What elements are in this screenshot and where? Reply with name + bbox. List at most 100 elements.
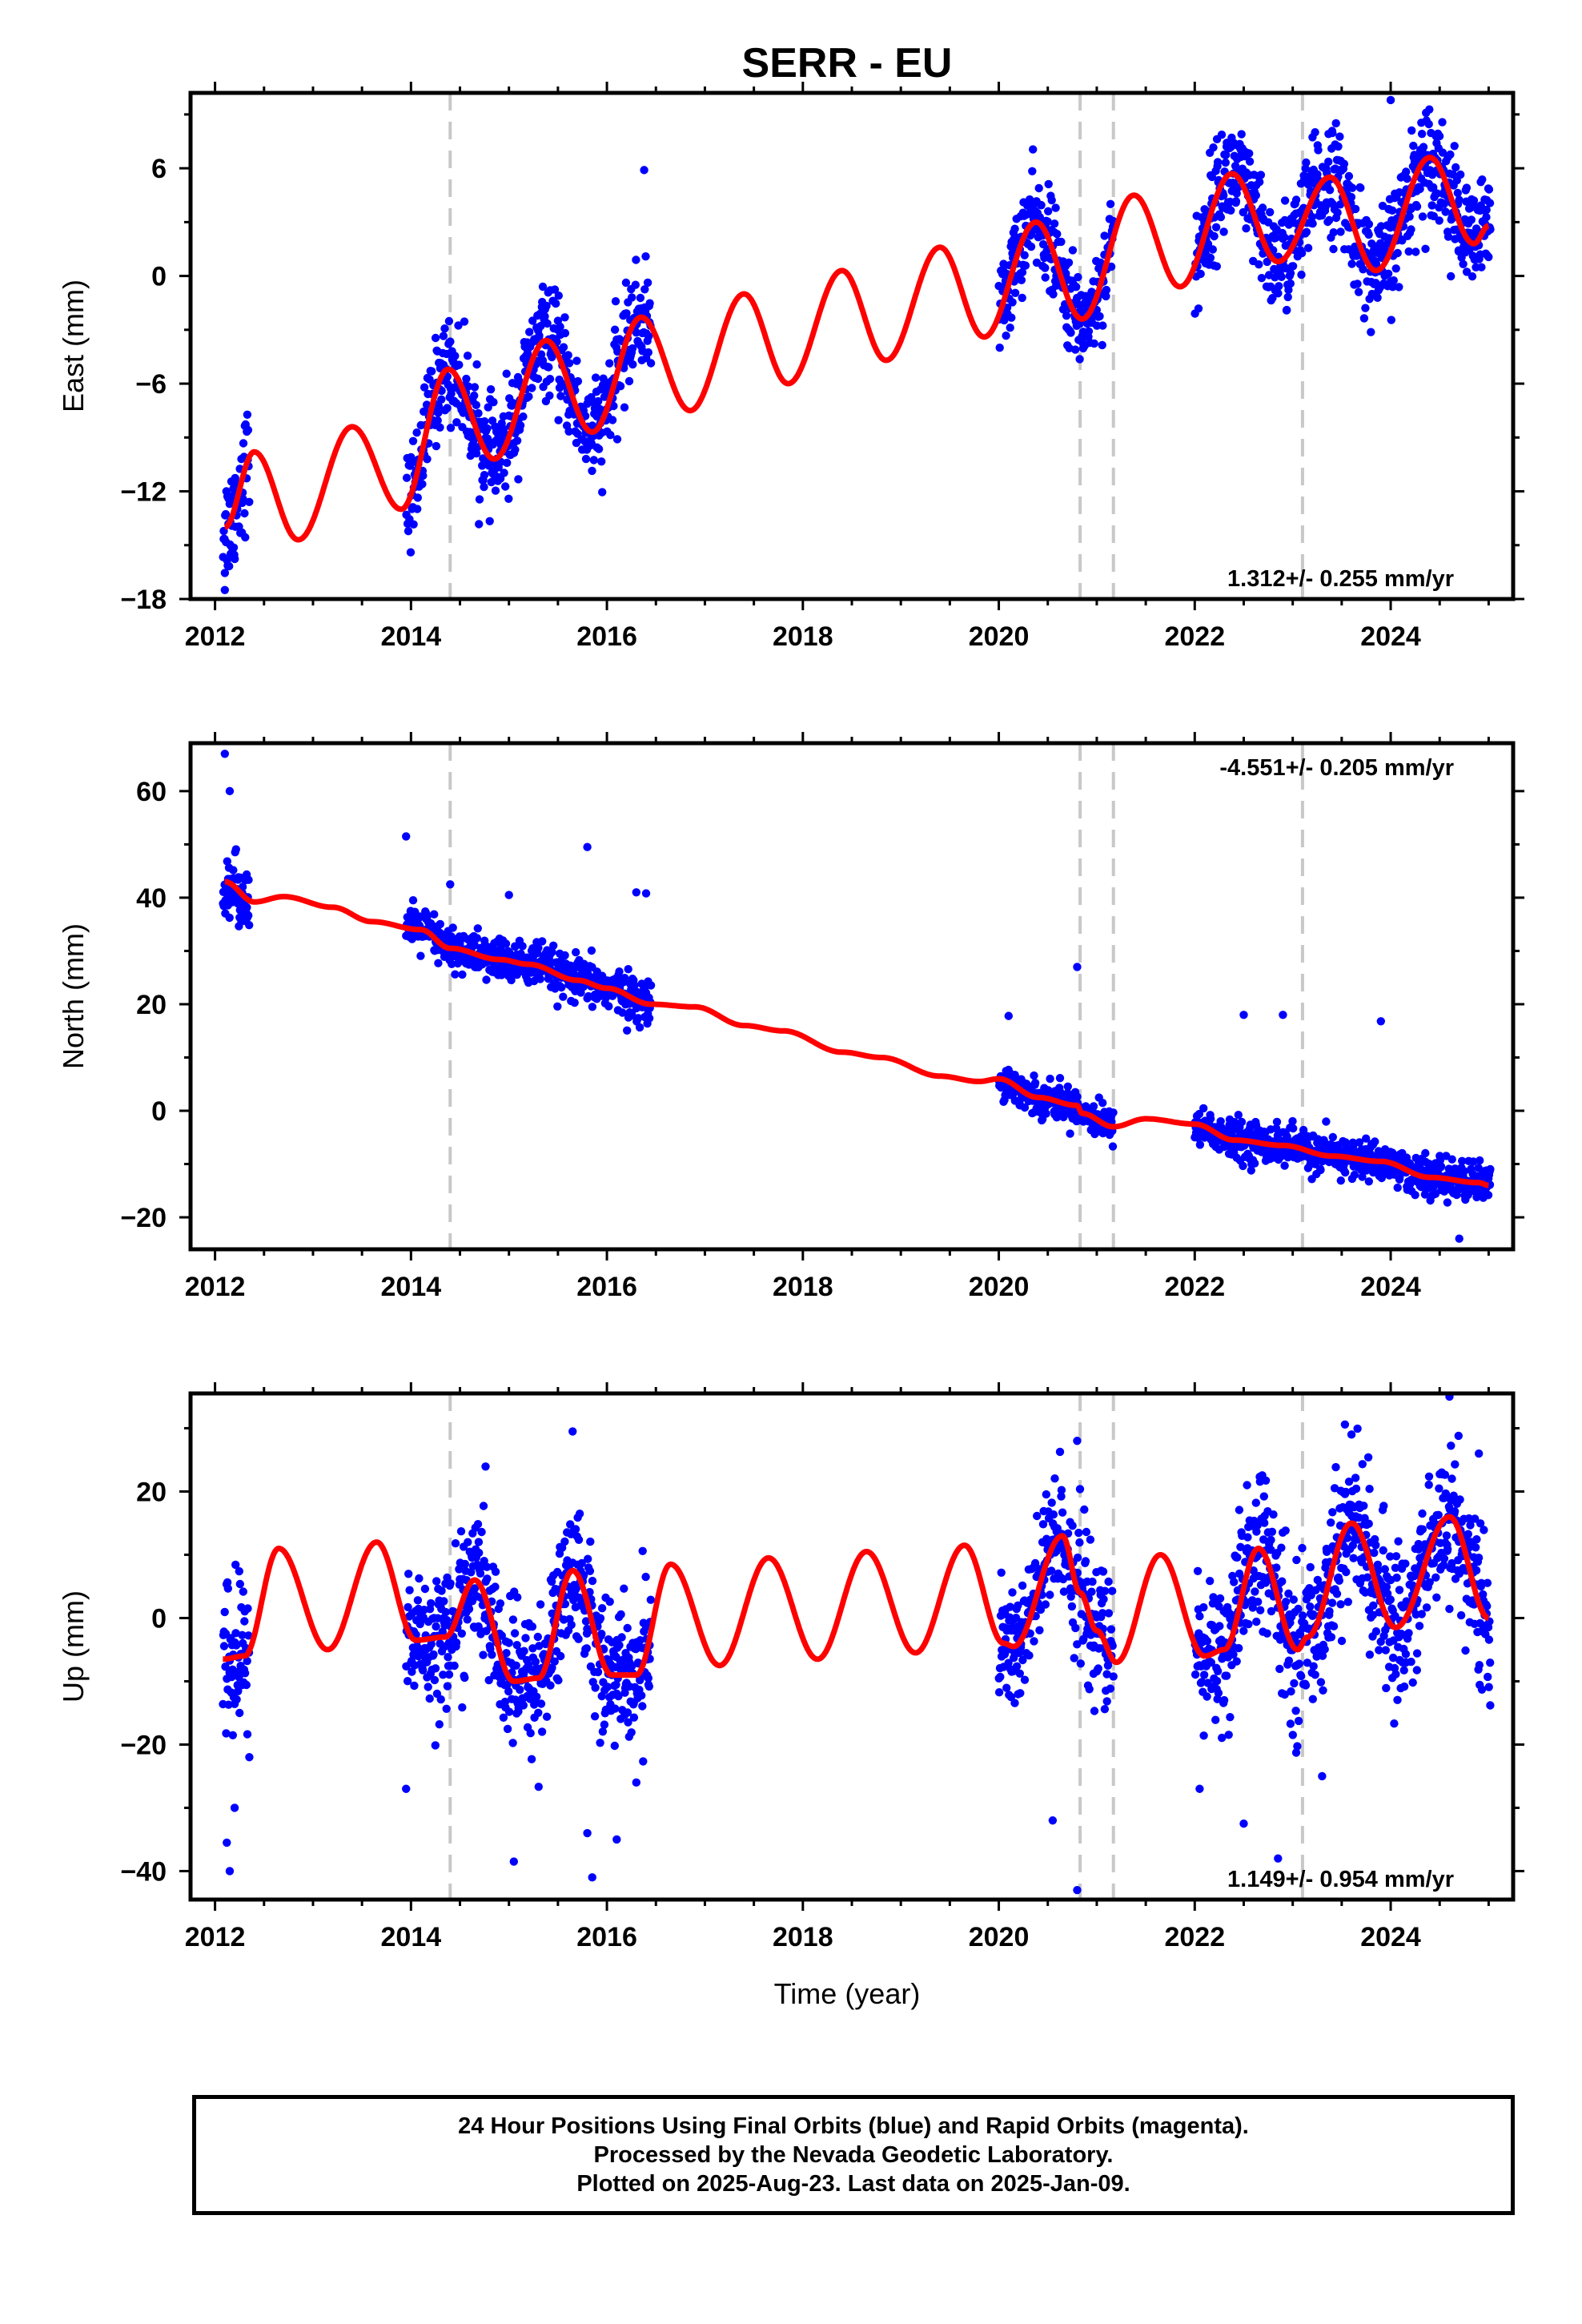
position-point <box>611 297 620 306</box>
position-point <box>243 1656 251 1666</box>
position-point <box>593 1667 603 1677</box>
position-point <box>1055 1074 1065 1083</box>
position-point <box>1244 1619 1253 1629</box>
position-point <box>1191 1670 1200 1679</box>
position-point <box>1383 269 1393 278</box>
position-point <box>480 482 488 492</box>
position-point <box>472 449 481 458</box>
position-point <box>1237 130 1246 139</box>
position-point <box>1429 183 1438 192</box>
position-point <box>1263 1629 1271 1638</box>
position-point <box>1289 1595 1299 1604</box>
position-point <box>431 1741 440 1750</box>
position-point <box>572 947 580 957</box>
position-point <box>1344 171 1354 181</box>
position-point <box>235 1708 244 1718</box>
position-point <box>243 1604 252 1613</box>
position-point <box>1257 274 1267 283</box>
position-point <box>627 1728 636 1737</box>
position-point <box>432 1577 441 1586</box>
position-point <box>1213 158 1223 167</box>
position-point <box>609 401 618 411</box>
chart-title: SERR - EU <box>742 40 953 86</box>
position-point <box>613 347 622 356</box>
position-point <box>1356 183 1365 192</box>
position-point <box>1206 1114 1215 1124</box>
position-point <box>1020 1103 1030 1112</box>
position-point <box>996 1672 1005 1682</box>
position-point <box>1359 1502 1368 1510</box>
position-point <box>507 975 516 985</box>
position-point <box>1303 243 1313 252</box>
y-axis-label: East (mm) <box>57 279 90 412</box>
position-point <box>1082 1527 1091 1537</box>
position-point <box>572 356 581 365</box>
position-point <box>497 1631 506 1640</box>
position-point <box>1445 1604 1454 1614</box>
position-point <box>1329 228 1338 237</box>
position-point <box>446 337 455 346</box>
position-point <box>1335 132 1344 141</box>
position-point <box>1058 1508 1067 1517</box>
position-point <box>1087 1587 1096 1596</box>
position-point <box>1393 1695 1402 1704</box>
position-point <box>1286 269 1295 278</box>
model-curve <box>223 155 1491 543</box>
position-point <box>536 1699 546 1708</box>
position-point <box>501 482 510 491</box>
position-point <box>452 1638 461 1647</box>
position-point <box>1318 1651 1327 1660</box>
position-point <box>480 471 489 480</box>
position-point <box>1443 1545 1452 1554</box>
position-point <box>1455 195 1464 204</box>
position-point <box>1336 1176 1346 1185</box>
position-point <box>1249 1566 1258 1575</box>
position-point <box>441 1607 450 1617</box>
position-point <box>1216 212 1226 222</box>
x-tick-label: 2022 <box>1164 1272 1225 1302</box>
outlier-point <box>1239 1011 1248 1019</box>
position-point <box>560 1537 569 1546</box>
position-point <box>420 383 429 392</box>
position-point <box>1365 1651 1375 1659</box>
position-point <box>620 1584 628 1593</box>
position-point <box>1425 1578 1434 1587</box>
position-point <box>1064 258 1074 267</box>
position-point <box>1446 150 1455 159</box>
position-point <box>228 1731 237 1739</box>
position-point <box>1425 105 1434 114</box>
position-point <box>1351 1474 1360 1482</box>
position-point <box>1391 1670 1400 1679</box>
position-point <box>644 1682 653 1691</box>
position-point <box>511 943 520 951</box>
position-point <box>1098 1099 1107 1108</box>
position-point <box>1242 224 1251 233</box>
position-point <box>516 1685 524 1695</box>
outlier-point <box>1455 1234 1464 1243</box>
position-point <box>1028 167 1037 175</box>
position-point <box>628 360 637 369</box>
position-point <box>533 374 543 384</box>
position-point <box>537 1727 547 1736</box>
position-point <box>422 400 432 409</box>
position-point <box>223 857 231 866</box>
position-point <box>1232 1657 1241 1666</box>
position-point <box>1469 1157 1478 1166</box>
position-point <box>644 1014 654 1023</box>
position-point <box>482 975 491 984</box>
position-point <box>1295 1659 1304 1668</box>
position-point <box>1298 1543 1307 1553</box>
position-point <box>1325 186 1335 195</box>
position-point <box>542 301 551 311</box>
position-point <box>1332 1590 1342 1598</box>
position-point <box>554 292 563 300</box>
position-point <box>1239 1626 1248 1635</box>
position-point <box>1227 206 1235 215</box>
position-point <box>221 509 231 519</box>
position-point <box>1256 1606 1265 1614</box>
position-point <box>1010 1654 1018 1663</box>
position-point <box>451 970 460 979</box>
position-point <box>476 1569 485 1578</box>
position-point <box>1418 212 1427 221</box>
